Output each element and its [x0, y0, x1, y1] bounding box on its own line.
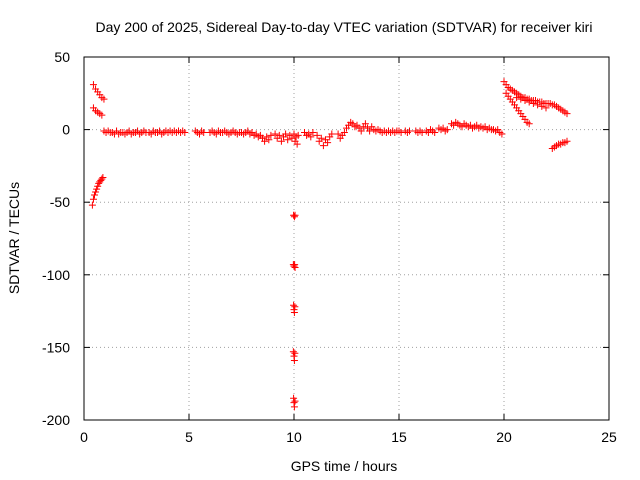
x-axis-label: GPS time / hours	[291, 458, 398, 474]
data-point	[357, 127, 365, 135]
y-tick-label: -200	[42, 412, 70, 428]
data-point	[563, 137, 571, 145]
data-point	[275, 131, 283, 139]
data-point	[366, 127, 374, 135]
y-axis-label: SDTVAR / TECUs	[6, 182, 22, 294]
data-point	[431, 129, 439, 137]
data-point	[91, 191, 98, 199]
data-point	[284, 136, 292, 144]
y-tick-label: -100	[42, 267, 70, 283]
data-point	[340, 129, 348, 137]
chart-title: Day 200 of 2025, Sidereal Day-to-day VTE…	[96, 19, 593, 35]
data-point	[282, 130, 290, 138]
data-point	[324, 139, 332, 147]
data-point	[290, 403, 298, 411]
data-point	[513, 94, 521, 102]
data-point	[418, 129, 426, 137]
data-point	[517, 95, 525, 103]
data-point	[334, 130, 342, 138]
data-point	[98, 175, 106, 183]
data-point	[290, 262, 298, 270]
data-point	[291, 397, 299, 405]
data-point	[93, 185, 101, 193]
data-points	[88, 78, 571, 411]
data-point	[98, 111, 106, 119]
data-point	[290, 213, 298, 221]
data-point	[92, 188, 100, 196]
x-tick-label: 10	[286, 429, 302, 445]
data-point	[89, 195, 97, 203]
data-point	[317, 134, 325, 142]
x-tick-label: 15	[391, 429, 407, 445]
data-point	[361, 120, 369, 128]
data-point	[291, 349, 299, 357]
data-point	[525, 98, 533, 106]
data-point	[181, 129, 189, 137]
y-tick-label: 50	[54, 49, 70, 65]
y-tick-label: -150	[42, 339, 70, 355]
data-point	[290, 356, 298, 364]
data-point	[271, 130, 279, 138]
data-point	[307, 133, 315, 141]
data-point	[100, 95, 108, 103]
y-tick-label: -50	[50, 194, 70, 210]
data-point	[397, 129, 405, 137]
data-point	[267, 131, 275, 139]
data-point	[99, 174, 107, 182]
data-point	[319, 142, 327, 150]
data-point	[200, 129, 208, 137]
data-point	[291, 211, 299, 219]
data-point	[277, 137, 285, 145]
grid-lines	[84, 57, 609, 420]
x-tick-label: 5	[185, 429, 193, 445]
data-point	[406, 127, 413, 135]
data-point	[529, 99, 537, 107]
data-point	[265, 136, 273, 144]
data-point	[291, 303, 299, 311]
data-point	[94, 182, 102, 190]
data-point	[289, 348, 297, 356]
data-point	[288, 134, 296, 142]
data-point	[291, 264, 299, 272]
data-point	[521, 97, 529, 105]
axis-tick-labels: 0 5 10 15 20 25 -200 -150 -100 -50 0 50	[42, 49, 617, 445]
data-point	[328, 130, 336, 138]
data-point	[309, 129, 317, 137]
plot-area-frame	[83, 56, 610, 421]
data-point	[542, 104, 550, 112]
data-point	[313, 131, 321, 139]
data-point	[294, 131, 302, 139]
data-point	[563, 110, 571, 118]
data-point	[538, 102, 546, 110]
x-tick-label: 25	[601, 429, 617, 445]
data-point	[443, 126, 451, 134]
data-point	[89, 81, 97, 89]
x-tick-label: 20	[496, 429, 512, 445]
data-point	[525, 120, 533, 128]
data-point	[88, 201, 96, 209]
data-point	[498, 130, 506, 138]
x-tick-label: 0	[80, 429, 88, 445]
data-point	[534, 101, 542, 109]
data-point	[293, 140, 301, 148]
y-tick-label: 0	[62, 122, 70, 138]
data-point	[261, 137, 269, 145]
